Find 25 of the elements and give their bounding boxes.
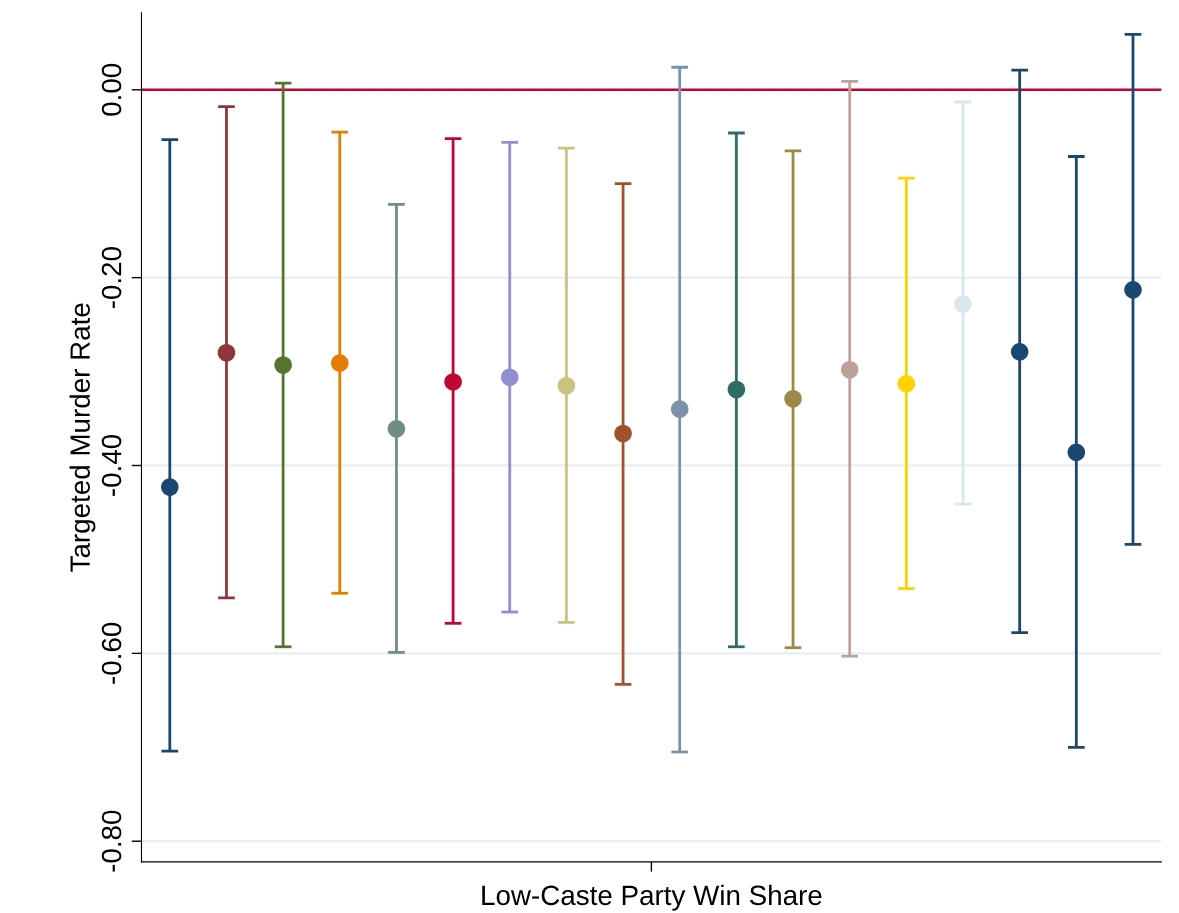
point (1067, 443, 1086, 462)
point (614, 424, 632, 443)
point (274, 356, 292, 374)
point (954, 295, 972, 313)
point (1124, 281, 1142, 299)
point (784, 390, 802, 408)
point (387, 420, 406, 438)
point (161, 478, 179, 496)
y-tick-label: -0.80 (101, 810, 122, 872)
point (670, 400, 689, 418)
point (897, 375, 916, 393)
point (500, 368, 519, 386)
y-tick-label: -0.20 (101, 247, 122, 309)
point (444, 373, 462, 391)
point (557, 376, 576, 395)
y-tick-label: -0.60 (101, 622, 122, 684)
point (331, 354, 349, 372)
y-axis-title: Targeted Murder Rate (69, 303, 96, 572)
point (217, 344, 236, 362)
point (727, 380, 746, 399)
y-tick-label: 0.00 (101, 63, 122, 116)
point (840, 360, 859, 379)
x-axis-title: Low-Caste Party Win Share (482, 884, 822, 911)
point (1010, 343, 1029, 361)
y-tick-label: -0.40 (101, 434, 122, 496)
